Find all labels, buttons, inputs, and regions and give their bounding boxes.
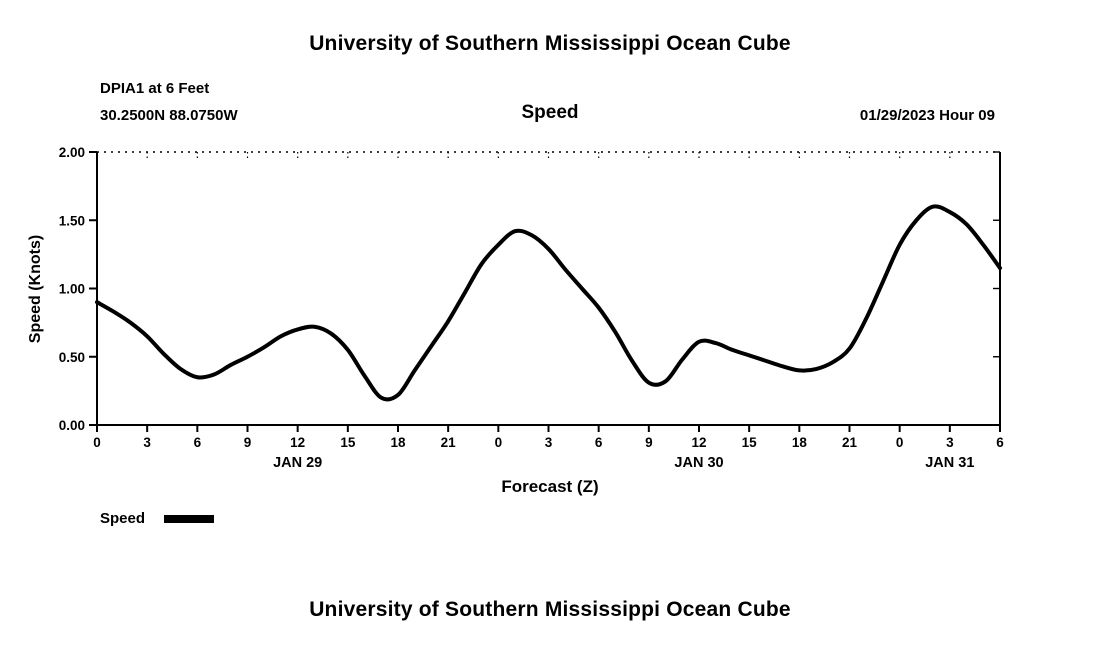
date-label: JAN 29: [273, 455, 322, 471]
x-tick-label: 18: [390, 435, 406, 450]
legend-line-swatch: [164, 515, 214, 523]
x-tick-label: 6: [194, 435, 202, 450]
page-title: University of Southern Mississippi Ocean…: [309, 32, 791, 55]
date-label: JAN 31: [925, 455, 974, 471]
x-tick-label: 6: [595, 435, 603, 450]
date-label: JAN 30: [674, 455, 723, 471]
x-tick-label: 9: [645, 435, 653, 450]
x-tick-label: 21: [842, 435, 858, 450]
station-label: DPIA1 at 6 Feet: [100, 80, 210, 97]
x-tick-label: 3: [143, 435, 151, 450]
y-ticks: 0.00 0.50 1.00 1.50 2.00: [59, 145, 1000, 433]
x-date-labels: JAN 29 JAN 30 JAN 31: [273, 455, 974, 471]
y-tick-label: 2.00: [59, 145, 85, 160]
y-tick-label: 1.50: [59, 213, 85, 228]
plot-title: Speed: [521, 102, 579, 123]
y-tick-label: 0.00: [59, 418, 85, 433]
x-tick-label: 9: [244, 435, 252, 450]
speed-series-line: [95, 204, 1002, 402]
x-tick-label: 0: [495, 435, 503, 450]
x-tick-label: 15: [340, 435, 356, 450]
y-tick-label: 0.50: [59, 350, 85, 365]
x-tick-label: 3: [946, 435, 954, 450]
coordinates-label: 30.2500N 88.0750W: [100, 107, 238, 124]
legend-label: Speed: [100, 510, 146, 527]
x-tick-label: 12: [290, 435, 305, 450]
x-axis-label: Forecast (Z): [501, 477, 599, 496]
footer-title: University of Southern Mississippi Ocean…: [309, 598, 791, 621]
x-ticks: 0 3 6 9 12 15 18 21 0 3 6 9 12 15 18 21 0 3 6: [93, 152, 1004, 450]
x-tick-label: 6: [996, 435, 1004, 450]
x-tick-label: 0: [896, 435, 904, 450]
x-tick-label: 15: [742, 435, 758, 450]
y-tick-label: 1.00: [59, 282, 85, 297]
x-tick-label: 18: [792, 435, 808, 450]
datetime-label: 01/29/2023 Hour 09: [859, 107, 995, 124]
x-tick-label: 21: [441, 435, 457, 450]
x-tick-label: 3: [545, 435, 553, 450]
y-axis-label: Speed (Knots): [27, 234, 44, 344]
x-tick-label: 0: [93, 435, 101, 450]
x-tick-label: 12: [691, 435, 706, 450]
